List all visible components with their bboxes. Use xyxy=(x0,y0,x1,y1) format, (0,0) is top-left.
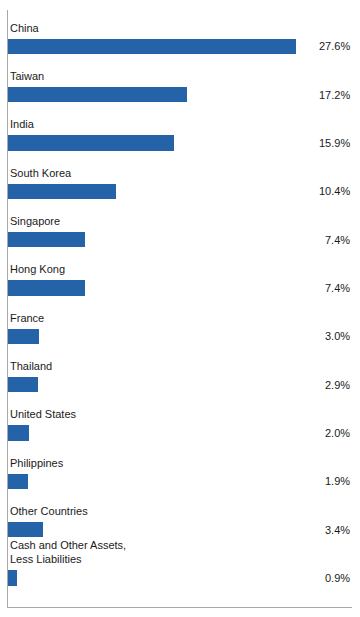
svg-text:Hong Kong: Hong Kong xyxy=(10,263,65,275)
svg-text:Taiwan: Taiwan xyxy=(10,70,44,82)
svg-text:1.9%: 1.9% xyxy=(325,475,350,487)
svg-text:Singapore: Singapore xyxy=(10,215,60,227)
svg-text:Philippines: Philippines xyxy=(10,457,64,469)
svg-text:China: China xyxy=(10,22,40,34)
svg-text:7.4%: 7.4% xyxy=(325,282,350,294)
svg-text:27.6%: 27.6% xyxy=(319,40,350,52)
svg-text:France: France xyxy=(10,312,44,324)
svg-text:17.2%: 17.2% xyxy=(319,89,350,101)
svg-text:3.0%: 3.0% xyxy=(325,330,350,342)
svg-text:2.9%: 2.9% xyxy=(325,379,350,391)
svg-text:United States: United States xyxy=(10,408,77,420)
svg-text:15.9%: 15.9% xyxy=(319,137,350,149)
svg-text:South Korea: South Korea xyxy=(10,167,72,179)
svg-text:2.0%: 2.0% xyxy=(325,427,350,439)
svg-text:7.4%: 7.4% xyxy=(325,234,350,246)
svg-text:3.4%: 3.4% xyxy=(325,524,350,536)
svg-text:0.9%: 0.9% xyxy=(325,572,350,584)
svg-text:10.4%: 10.4% xyxy=(319,185,350,197)
svg-text:India: India xyxy=(10,118,35,130)
svg-text:Other Countries: Other Countries xyxy=(10,505,88,517)
svg-text:Cash and Other Assets,Less Lia: Cash and Other Assets,Less Liabilities xyxy=(10,539,126,565)
svg-text:Thailand: Thailand xyxy=(10,360,52,372)
